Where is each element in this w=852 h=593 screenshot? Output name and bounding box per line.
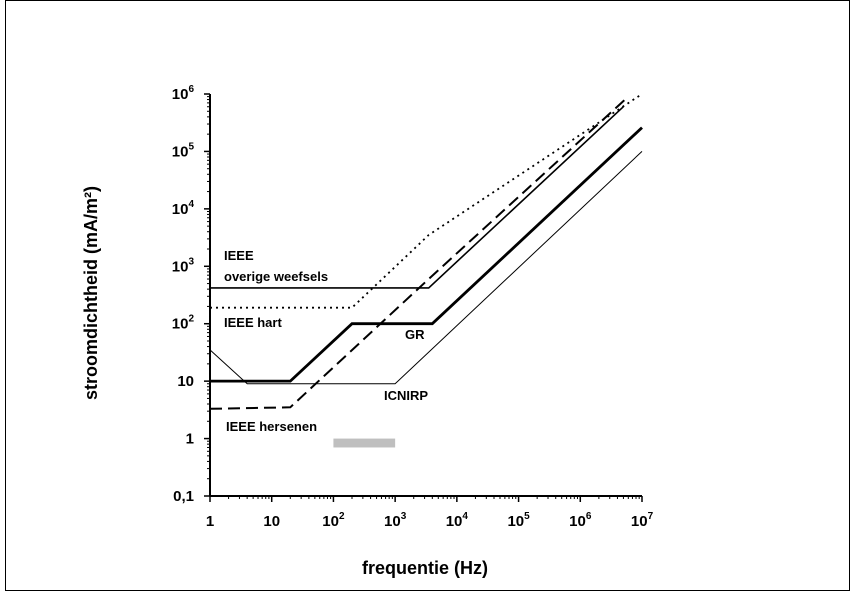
y-tick-label: 0,1	[173, 488, 194, 505]
series-line-ieee-overige-weefsels	[210, 106, 624, 289]
x-axis-label: frequentie (Hz)	[362, 558, 488, 578]
figure-frame	[5, 0, 850, 591]
x-tick-label: 102	[322, 511, 345, 530]
y-axis-label: stroomdichtheid (mA/m²)	[81, 186, 101, 400]
annotation-ieee-1: IEEE	[224, 248, 254, 263]
x-tick-label: 107	[631, 511, 654, 530]
x-tick-label: 1	[206, 513, 214, 530]
shaded-band	[333, 438, 396, 448]
x-tick-label: 106	[569, 511, 592, 530]
x-tick-label: 103	[384, 511, 407, 530]
annotation-hersenen: IEEE hersenen	[226, 419, 317, 434]
y-tick-label: 103	[172, 256, 195, 275]
x-tick-label: 105	[507, 511, 530, 530]
series-line-icnirp	[209, 151, 643, 385]
annotation-hart: IEEE hart	[224, 315, 282, 330]
y-tick-label: 105	[172, 141, 195, 160]
y-tick-label: 106	[172, 84, 195, 103]
x-tick-label: 104	[446, 511, 469, 530]
y-tick-label: 104	[172, 199, 195, 218]
x-tick-label: 10	[263, 513, 280, 530]
series-line-ieee-hersenen	[209, 95, 629, 410]
y-tick-label: 10	[177, 373, 194, 390]
y-tick-label: 1	[186, 431, 194, 448]
series-line-gr	[210, 126, 643, 383]
y-tick-label: 102	[172, 314, 195, 333]
annotation-overige: overige weefsels	[224, 269, 328, 284]
annotation-icnirp: ICNIRP	[384, 388, 428, 403]
annotation-gr: GR	[405, 327, 425, 342]
